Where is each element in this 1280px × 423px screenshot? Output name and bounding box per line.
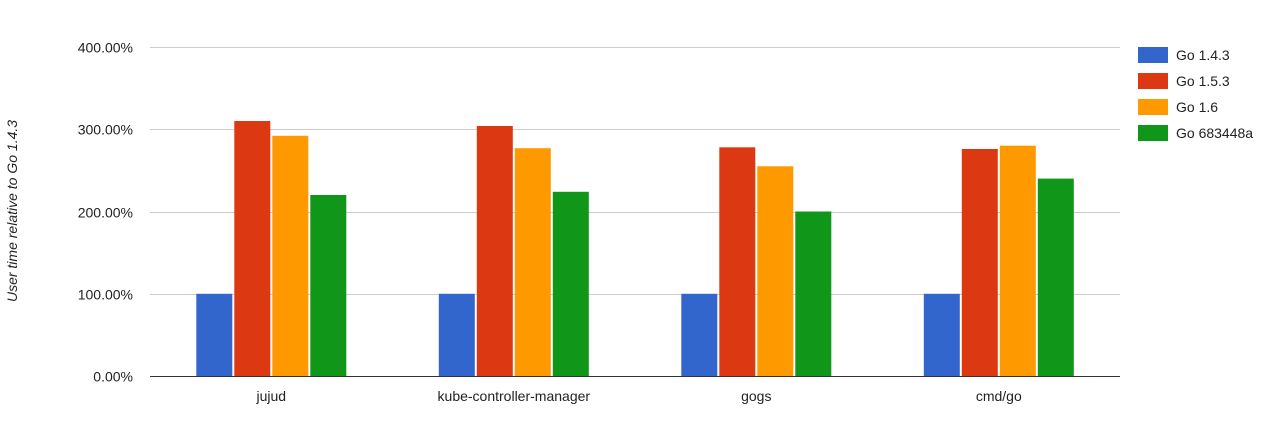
bar bbox=[757, 166, 794, 376]
bar bbox=[719, 147, 756, 376]
bar bbox=[234, 121, 271, 376]
bar bbox=[196, 293, 233, 377]
legend-label: Go 1.5.3 bbox=[1176, 73, 1230, 89]
bar bbox=[552, 191, 589, 376]
legend-swatch bbox=[1138, 47, 1168, 63]
legend-label: Go 1.6 bbox=[1176, 99, 1218, 115]
bar bbox=[476, 126, 513, 376]
bar bbox=[923, 293, 960, 377]
x-tick-label: gogs bbox=[741, 388, 771, 404]
bar bbox=[681, 293, 718, 377]
bar bbox=[961, 149, 998, 376]
axes: 0.00% 100.00% 200.00% 300.00% 400.00% jujud ku… bbox=[78, 40, 1120, 404]
x-tick-label: jujud bbox=[256, 388, 287, 404]
bar bbox=[310, 195, 347, 376]
x-tick-label: cmd/go bbox=[976, 388, 1022, 404]
legend-swatch bbox=[1138, 99, 1168, 115]
legend-label: Go 1.4.3 bbox=[1176, 47, 1230, 63]
bars bbox=[196, 121, 1074, 377]
bar bbox=[1037, 178, 1074, 376]
y-axis-label: User time relative to Go 1.4.3 bbox=[4, 120, 20, 302]
legend-label: Go 683448a bbox=[1176, 125, 1253, 141]
legend-swatch bbox=[1138, 73, 1168, 89]
bar bbox=[272, 135, 309, 376]
legend: Go 1.4.3 Go 1.5.3 Go 1.6 Go 683448a bbox=[1138, 47, 1253, 141]
x-tick-label: kube-controller-manager bbox=[438, 388, 591, 404]
y-tick-label: 200.00% bbox=[78, 205, 133, 221]
y-tick-label: 300.00% bbox=[78, 122, 133, 138]
y-tick-label: 0.00% bbox=[93, 369, 133, 385]
legend-swatch bbox=[1138, 125, 1168, 141]
y-tick-label: 100.00% bbox=[78, 287, 133, 303]
y-tick-label: 400.00% bbox=[78, 40, 133, 56]
bar bbox=[438, 293, 475, 377]
bar bbox=[999, 145, 1036, 376]
bar bbox=[795, 211, 832, 376]
bar bbox=[514, 148, 551, 376]
